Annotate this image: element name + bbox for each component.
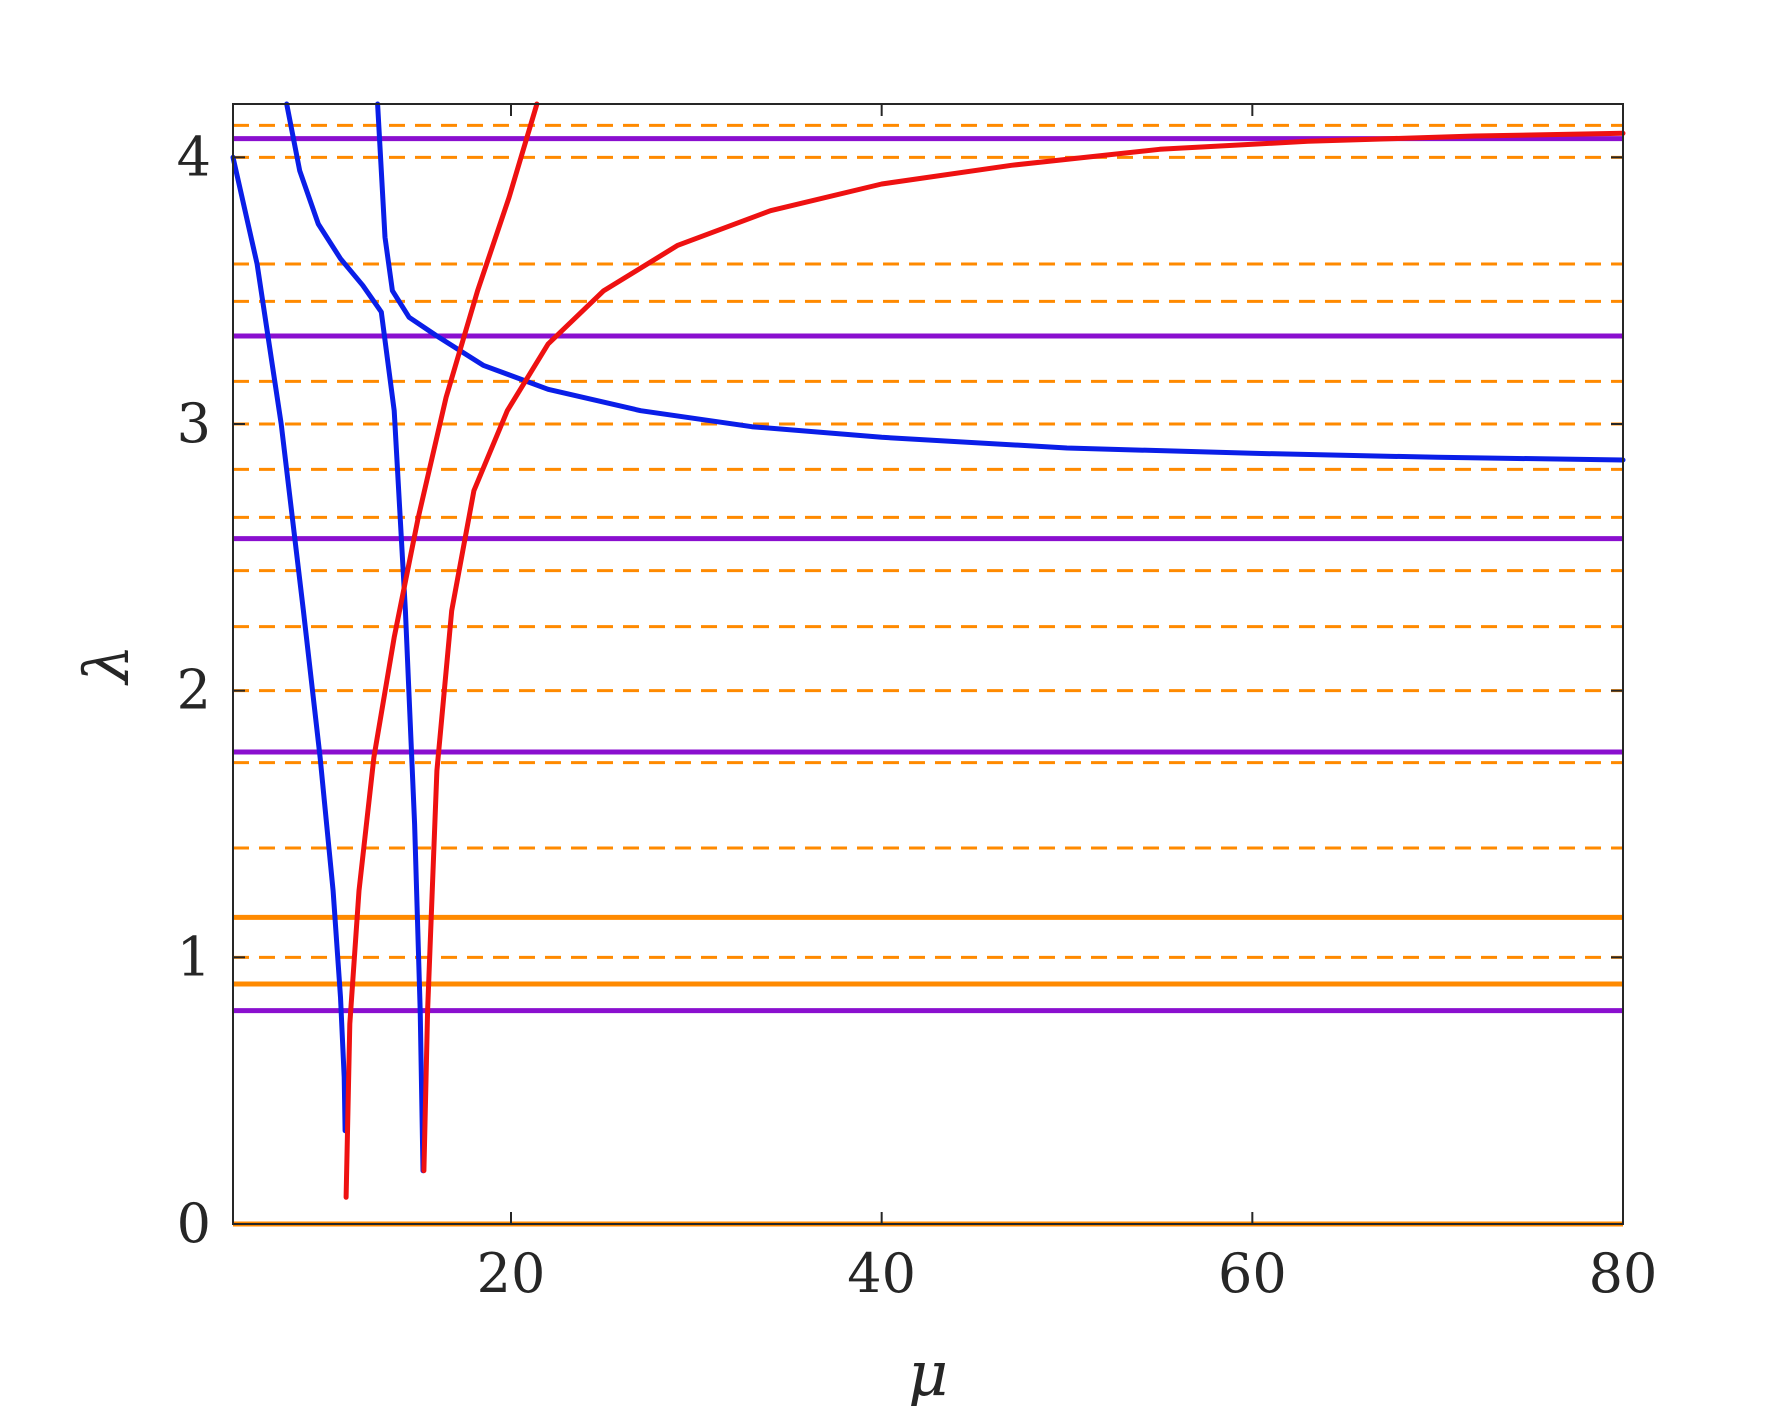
series-line-4 — [421, 130, 1626, 1174]
series-line-2 — [375, 101, 1626, 463]
y-tick-label: 2 — [177, 659, 211, 722]
plot-background — [233, 104, 1623, 1224]
x-tick-label: 20 — [477, 1242, 546, 1305]
y-tick-label: 0 — [177, 1192, 211, 1255]
y-axis-label: λ — [70, 644, 143, 686]
series-group — [230, 101, 1626, 1200]
y-tick-label: 3 — [177, 392, 211, 455]
ticks-group: 20 40 60 80 0 1 2 3 4 — [177, 104, 1658, 1305]
series-line-1 — [284, 101, 426, 1174]
series-line-3 — [343, 101, 540, 1200]
y-tick-label: 1 — [177, 925, 211, 988]
x-tick-label: 40 — [847, 1242, 916, 1305]
plot-frame — [232, 103, 1624, 1225]
x-tick-label: 80 — [1589, 1242, 1658, 1305]
y-tick-label: 4 — [177, 125, 211, 188]
x-tick-label: 60 — [1218, 1242, 1287, 1305]
series-line-0 — [230, 154, 348, 1134]
reference-lines — [233, 123, 1623, 1227]
x-axis-label: μ — [908, 1337, 948, 1406]
